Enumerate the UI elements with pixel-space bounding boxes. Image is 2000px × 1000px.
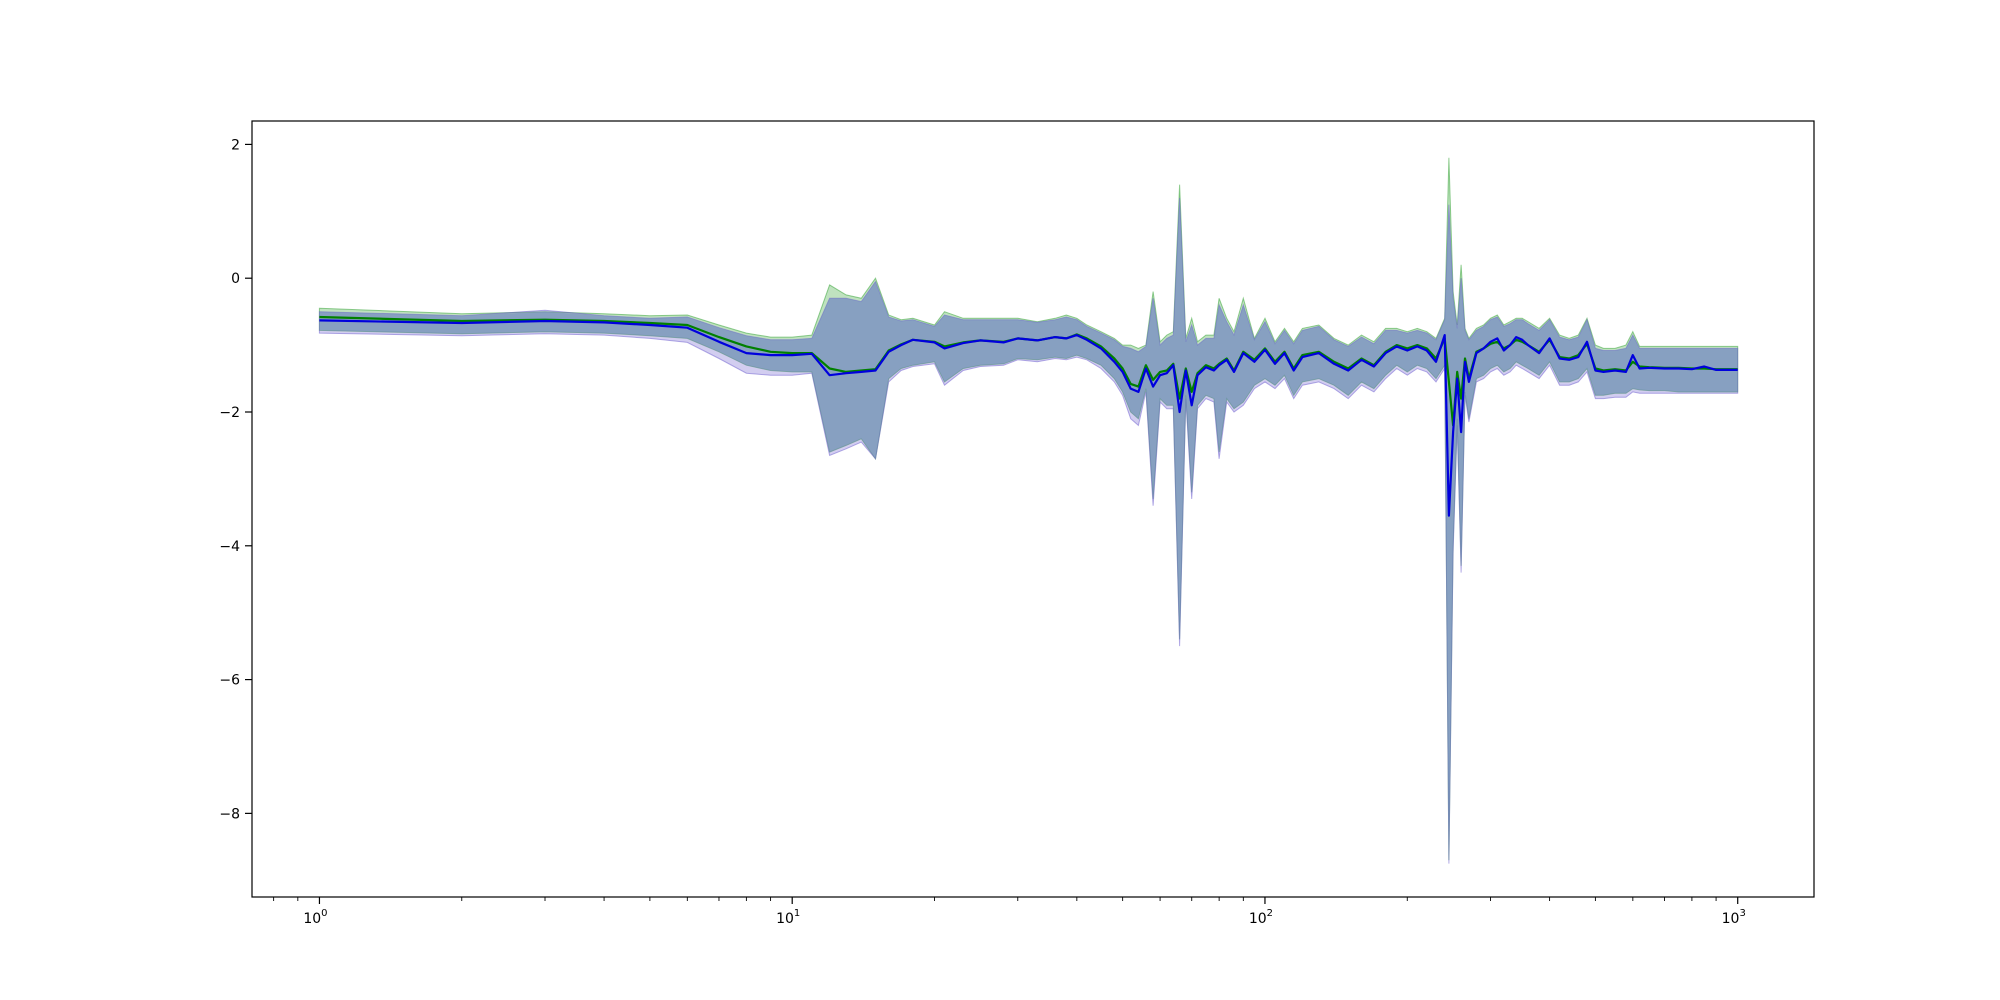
band-series-1 (318, 157, 1739, 861)
x-tick-exponent: 0 (321, 908, 327, 919)
x-tick-base: 10 (1722, 911, 1740, 927)
series-lines (319, 315, 1738, 517)
x-tick-base: 10 (1249, 911, 1267, 927)
y-tick-label: 0 (231, 271, 240, 287)
x-tick-exponent: 1 (794, 908, 800, 919)
x-tick-label: 102 (1249, 908, 1273, 927)
line-series-2 (319, 319, 1738, 517)
y-tick-label: −4 (219, 539, 240, 555)
band-series-2 (318, 197, 1739, 864)
confidence-bands (318, 157, 1739, 864)
x-axis: 100 101 102 103 (273, 897, 1746, 927)
x-tick-label: 100 (303, 908, 327, 927)
y-tick-label: −2 (219, 405, 240, 421)
y-tick-label: −8 (219, 806, 240, 822)
x-tick-label: 101 (776, 908, 800, 927)
band-overlap (319, 197, 1738, 861)
x-tick-base: 10 (776, 911, 794, 927)
y-tick-label: −6 (219, 673, 240, 689)
x-tick-exponent: 3 (1739, 908, 1745, 919)
y-tick-label: 2 (231, 137, 240, 153)
y-axis: 2 0 −2 −4 −6 −8 (219, 137, 252, 822)
x-tick-base: 10 (303, 911, 321, 927)
plot-frame (251, 120, 1815, 898)
x-tick-exponent: 2 (1267, 908, 1273, 919)
x-tick-label: 103 (1722, 908, 1746, 927)
